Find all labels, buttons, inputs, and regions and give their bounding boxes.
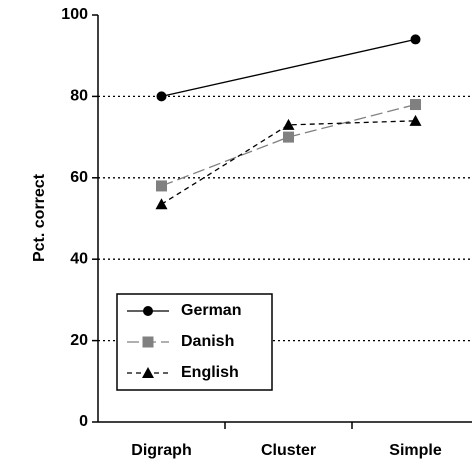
- y-tick-label: 100: [61, 6, 88, 23]
- x-tick-label: Cluster: [261, 442, 316, 459]
- x-tick-label: Simple: [389, 442, 442, 459]
- legend-label: Danish: [181, 333, 234, 350]
- point: [283, 131, 294, 143]
- point: [410, 99, 421, 111]
- series-line: [161, 103, 416, 187]
- y-tick-label: 60: [70, 169, 88, 186]
- point: [156, 91, 167, 102]
- legend-marker: [143, 306, 153, 316]
- x-tick-label: Digraph: [131, 442, 191, 459]
- y-tick-label: 80: [70, 88, 88, 105]
- legend-marker: [142, 336, 154, 348]
- point: [409, 114, 422, 126]
- legend-marker: [142, 367, 154, 378]
- series-line: [161, 38, 416, 98]
- point: [410, 34, 421, 45]
- series-line: [161, 120, 416, 205]
- y-tick-label: 0: [79, 413, 88, 430]
- legend-label: German: [181, 302, 241, 319]
- legend-label: English: [181, 364, 239, 381]
- point: [282, 118, 295, 130]
- y-tick-label: 20: [70, 332, 88, 349]
- y-tick-label: 40: [70, 250, 88, 267]
- point: [156, 180, 167, 192]
- point: [155, 198, 168, 210]
- y-axis-label: Pct. correct: [31, 173, 48, 262]
